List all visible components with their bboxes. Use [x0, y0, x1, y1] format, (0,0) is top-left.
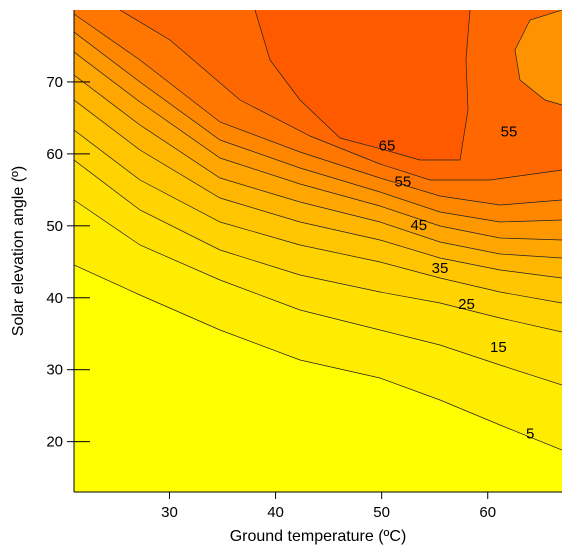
y-tick-label: 50: [46, 218, 63, 235]
contour-line-5: [74, 99, 562, 279]
contour-label-2: 25: [458, 296, 475, 313]
contour-line-4: [74, 129, 562, 304]
contour-label-1: 15: [490, 339, 507, 356]
contour-band-peak: [255, 10, 470, 160]
contour-label-6: 65: [379, 138, 396, 155]
contour-label-0: 5: [526, 425, 534, 442]
y-tick-label: 40: [46, 290, 63, 307]
contour-band-dip: [515, 10, 562, 105]
contour-line-6: [74, 74, 562, 259]
y-tick-label: 20: [46, 434, 63, 451]
contour-label-7: 55: [501, 123, 518, 140]
contour-line-10: [119, 10, 562, 181]
y-ticks: 20 30 40 50 60 70: [46, 74, 90, 451]
contour-label-3: 35: [432, 260, 449, 277]
contour-line-dip: [514, 10, 562, 106]
x-tick-label: 40: [267, 504, 284, 521]
contour-line-9: [74, 13, 562, 206]
contour-line-layer: [74, 10, 562, 451]
axes: [73, 10, 562, 493]
contour-line-2: [74, 199, 562, 386]
y-tick-label: 30: [46, 362, 63, 379]
contour-line-peak: [254, 10, 471, 161]
x-axis-label: Ground temperature (ºC): [230, 528, 407, 545]
contour-label-5: 55: [395, 174, 412, 191]
contour-line-1: [74, 264, 562, 451]
y-tick-label: 60: [46, 146, 63, 163]
y-axis-label: Solar elevation angle (º): [10, 166, 27, 336]
x-tick-label: 60: [479, 504, 496, 521]
contour-label-4: 45: [410, 217, 427, 234]
contour-fill-layer: [74, 10, 562, 492]
x-tick-label: 30: [161, 504, 178, 521]
contour-label-layer: 5 15 25 35 45 55 65 55: [379, 123, 535, 442]
contour-line-3: [74, 159, 562, 333]
contour-line-7: [74, 51, 562, 241]
y-tick-label: 70: [46, 74, 63, 91]
x-tick-label: 50: [373, 504, 390, 521]
contour-line-8: [74, 31, 562, 223]
x-ticks: 30 40 50 60: [161, 492, 496, 521]
